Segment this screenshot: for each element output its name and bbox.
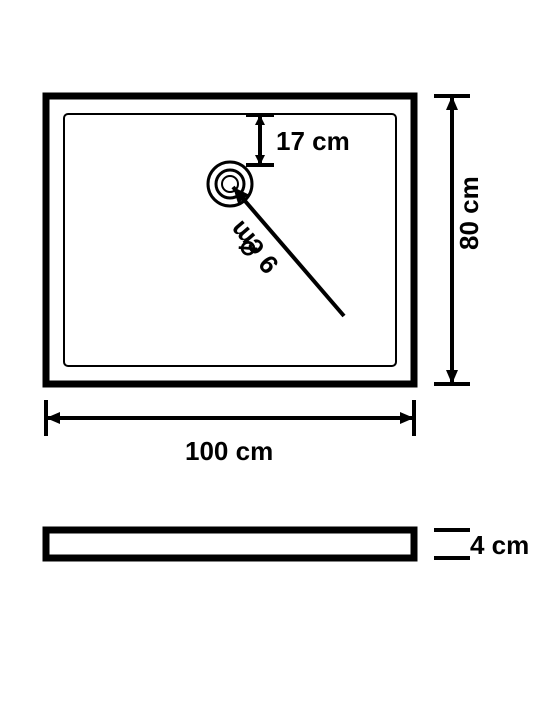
dimension-diagram: 17 cm ⌀ 9 cm 100 cm 80 cm 4 cm xyxy=(0,0,540,720)
height-label: 80 cm xyxy=(454,176,484,250)
width-label: 100 cm xyxy=(185,436,273,466)
drain-offset-label: 17 cm xyxy=(276,126,350,156)
width-arrow-left xyxy=(46,412,60,424)
height-arrow-up xyxy=(446,96,458,110)
thickness-label: 4 cm xyxy=(470,530,529,560)
height-arrow-down xyxy=(446,370,458,384)
diameter-label: 9 cm xyxy=(223,215,284,279)
side-profile-rect xyxy=(46,530,414,558)
width-arrow-right xyxy=(400,412,414,424)
